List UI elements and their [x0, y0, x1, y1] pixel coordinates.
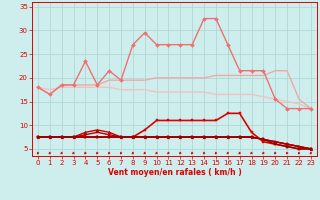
- X-axis label: Vent moyen/en rafales ( km/h ): Vent moyen/en rafales ( km/h ): [108, 168, 241, 177]
